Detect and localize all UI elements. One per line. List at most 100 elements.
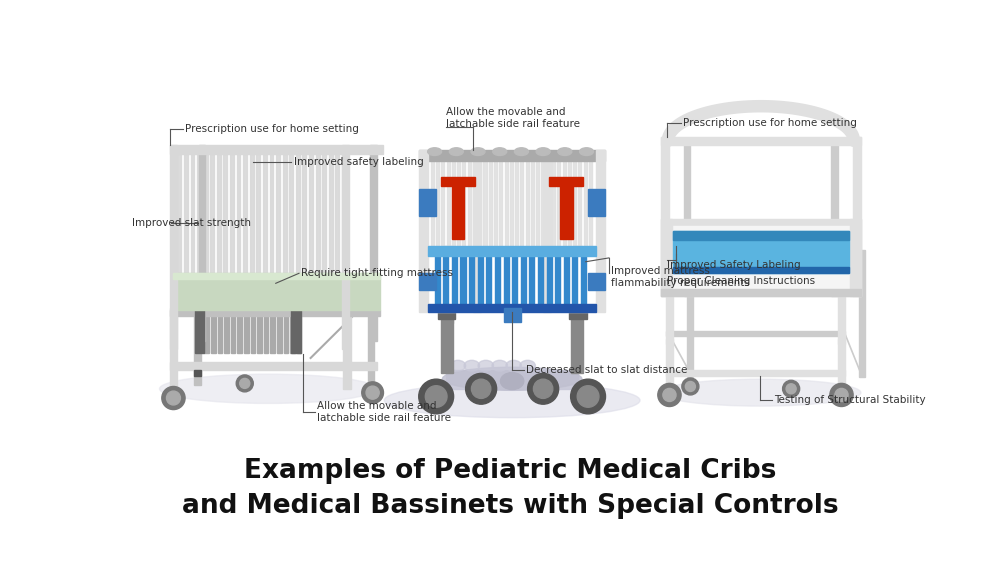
Bar — [419, 273, 436, 290]
Bar — [538, 253, 543, 306]
Bar — [530, 161, 534, 246]
Bar — [546, 161, 549, 246]
Bar — [309, 154, 313, 273]
Bar — [316, 154, 319, 273]
Bar — [666, 339, 673, 344]
Text: Require tight-fitting mattress: Require tight-fitting mattress — [301, 268, 454, 278]
Bar — [237, 308, 242, 353]
Bar — [203, 154, 207, 273]
Bar — [250, 308, 255, 353]
Bar — [429, 246, 596, 312]
Bar — [473, 161, 476, 246]
Bar — [549, 177, 583, 186]
Ellipse shape — [426, 385, 447, 407]
Bar — [195, 306, 204, 353]
Bar — [474, 150, 482, 312]
Bar — [487, 253, 492, 306]
Bar — [204, 308, 209, 353]
Ellipse shape — [366, 386, 379, 399]
Bar — [463, 161, 466, 246]
Ellipse shape — [466, 373, 497, 404]
Bar — [529, 253, 534, 306]
Bar — [858, 250, 864, 377]
Bar — [256, 154, 260, 273]
Bar — [435, 253, 440, 306]
Bar — [217, 154, 220, 273]
Bar — [520, 253, 525, 306]
Ellipse shape — [384, 383, 640, 418]
Bar — [217, 308, 222, 353]
Ellipse shape — [519, 360, 535, 371]
Bar — [479, 161, 482, 246]
Bar — [484, 161, 487, 246]
Bar — [431, 161, 434, 246]
Bar — [572, 246, 582, 323]
Bar — [666, 331, 845, 336]
Bar — [578, 161, 581, 246]
Bar — [283, 154, 286, 273]
Bar — [190, 154, 194, 273]
Ellipse shape — [419, 379, 454, 414]
Ellipse shape — [658, 383, 681, 407]
Bar — [250, 154, 253, 273]
Bar — [283, 308, 288, 353]
Ellipse shape — [527, 373, 558, 404]
Bar — [853, 137, 860, 297]
Bar — [342, 145, 349, 349]
Ellipse shape — [783, 380, 800, 397]
Ellipse shape — [536, 148, 550, 155]
Bar — [457, 161, 461, 246]
Bar — [661, 219, 672, 297]
Ellipse shape — [685, 381, 696, 391]
Bar — [569, 293, 586, 320]
Bar — [329, 154, 333, 273]
Bar — [257, 308, 262, 353]
Bar — [673, 231, 849, 240]
Bar — [169, 362, 377, 369]
Bar — [850, 219, 860, 297]
Bar — [419, 150, 605, 161]
Bar — [515, 161, 518, 246]
Bar — [223, 154, 227, 273]
Bar — [335, 154, 339, 273]
Bar — [277, 308, 281, 353]
Bar — [297, 308, 301, 353]
Bar — [230, 154, 234, 273]
Bar — [520, 161, 523, 246]
Ellipse shape — [492, 360, 507, 371]
Bar — [291, 306, 300, 353]
Bar — [567, 161, 571, 246]
Ellipse shape — [682, 378, 699, 395]
Bar — [263, 154, 267, 273]
Ellipse shape — [478, 360, 494, 371]
Bar — [447, 161, 450, 246]
Text: Improved safety labeling: Improved safety labeling — [293, 156, 424, 167]
Bar — [442, 161, 445, 246]
Bar — [172, 273, 381, 310]
Bar — [581, 253, 586, 306]
Bar — [588, 273, 605, 290]
Bar — [512, 253, 517, 306]
Ellipse shape — [830, 383, 853, 407]
Bar — [562, 161, 565, 246]
Bar — [837, 339, 845, 344]
Bar — [469, 253, 475, 306]
Bar — [499, 161, 502, 246]
Bar — [444, 253, 449, 306]
Bar — [687, 250, 694, 377]
Bar — [230, 308, 235, 353]
Bar — [560, 181, 572, 239]
Bar — [452, 253, 457, 306]
Ellipse shape — [577, 385, 599, 407]
Bar — [666, 369, 845, 376]
Bar — [555, 253, 560, 306]
Bar — [368, 304, 374, 385]
Bar — [673, 267, 849, 273]
Bar — [211, 308, 215, 353]
Bar — [583, 161, 586, 246]
Text: Improved mattress
flammability requirements: Improved mattress flammability requireme… — [611, 267, 750, 288]
Bar — [290, 308, 295, 353]
Bar — [429, 246, 596, 256]
Bar — [289, 154, 293, 273]
Bar — [447, 369, 578, 389]
